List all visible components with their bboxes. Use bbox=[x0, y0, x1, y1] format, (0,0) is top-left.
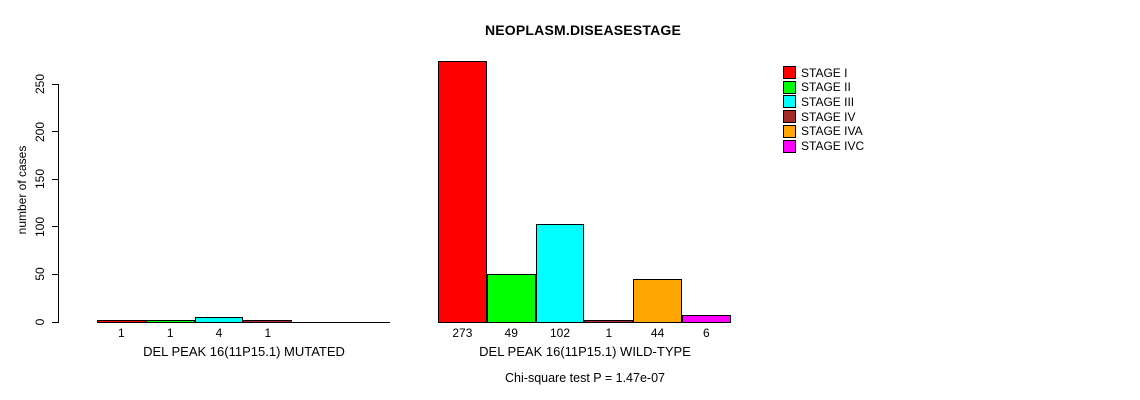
bar-stage-ii bbox=[486, 274, 536, 323]
bar-value-label: 1 bbox=[605, 326, 613, 340]
bar-stage-i bbox=[438, 61, 487, 323]
legend-swatch-stage-iv bbox=[783, 110, 796, 124]
y-tick-label: 50 bbox=[33, 267, 47, 282]
y-axis-line bbox=[58, 84, 59, 323]
y-tick-label: 250 bbox=[33, 73, 47, 95]
y-tick-label: 150 bbox=[33, 169, 47, 190]
y-tick-label: 200 bbox=[33, 121, 47, 142]
bar-stage-iva bbox=[292, 322, 341, 323]
bar-stage-iii bbox=[535, 224, 585, 323]
legend-label: STAGE I bbox=[801, 65, 848, 80]
legend-label: STAGE IV bbox=[801, 109, 856, 124]
y-tick-label: 100 bbox=[33, 216, 47, 237]
legend-label: STAGE IVA bbox=[801, 124, 863, 139]
legend-label: STAGE IVC bbox=[801, 139, 865, 153]
bar-stage-ivc bbox=[341, 322, 390, 323]
legend-swatch-stage-i bbox=[783, 66, 796, 79]
legend-label: STAGE II bbox=[801, 80, 851, 95]
bar-stage-iv bbox=[243, 320, 293, 323]
y-axis-tick bbox=[52, 83, 58, 85]
legend-swatch-stage-iii bbox=[783, 95, 796, 109]
chi-square-footnote: Chi-square test P = 1.47e-07 bbox=[505, 371, 665, 385]
bar-value-label: 44 bbox=[650, 326, 665, 340]
bar-value-label: 102 bbox=[549, 326, 570, 340]
legend-label: STAGE III bbox=[801, 94, 855, 109]
bar-value-label: 49 bbox=[504, 326, 518, 340]
bar-stage-ii bbox=[145, 320, 195, 323]
bar-stage-iv bbox=[584, 320, 634, 323]
legend-swatch-stage-ii bbox=[783, 80, 796, 94]
bar-value-label: 6 bbox=[703, 326, 710, 340]
group-label-wild-type: DEL PEAK 16(11P15.1) WILD-TYPE bbox=[479, 344, 691, 359]
y-axis-tick bbox=[52, 273, 58, 275]
bar-value-label: 1 bbox=[166, 326, 174, 340]
bar-value-label: 4 bbox=[215, 326, 223, 340]
y-axis-tick bbox=[52, 321, 58, 323]
bar-value-label: 1 bbox=[264, 326, 272, 340]
bar-value-label: 273 bbox=[452, 326, 473, 340]
y-tick-label: 0 bbox=[33, 318, 47, 326]
legend-swatch-stage-ivc bbox=[783, 139, 796, 153]
y-axis-tick bbox=[52, 131, 58, 133]
bar-value-label: 1 bbox=[118, 326, 125, 340]
bar-stage-i bbox=[97, 320, 146, 323]
bar-stage-iva bbox=[633, 279, 682, 323]
bar-stage-ivc bbox=[682, 315, 731, 323]
group-label-mutated: DEL PEAK 16(11P15.1) MUTATED bbox=[143, 344, 345, 359]
y-axis-label: number of cases bbox=[15, 145, 29, 235]
legend-swatch-stage-iva bbox=[783, 124, 796, 138]
y-axis-tick bbox=[52, 178, 58, 180]
bar-stage-iii bbox=[194, 317, 244, 323]
chart-title: NEOPLASM.DISEASESTAGE bbox=[484, 22, 682, 38]
y-axis-tick bbox=[52, 226, 58, 228]
